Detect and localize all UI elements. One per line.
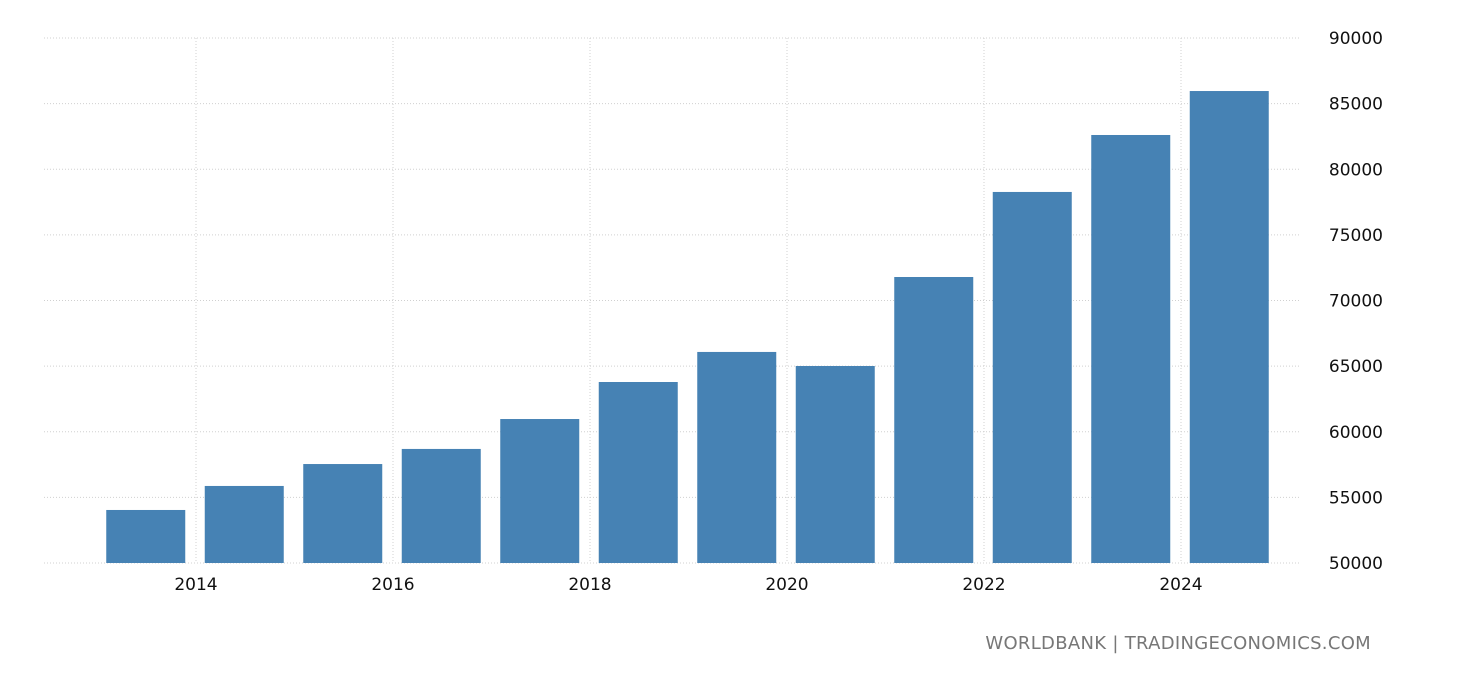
x-tick-label: 2018	[568, 575, 611, 595]
bar-2017	[500, 419, 580, 563]
y-tick-label: 80000	[1329, 160, 1383, 180]
y-tick-label: 65000	[1329, 357, 1383, 377]
bar-2016	[401, 448, 481, 563]
y-tick-label: 55000	[1329, 488, 1383, 508]
bar-2022	[992, 191, 1072, 564]
y-tick-label: 70000	[1329, 292, 1383, 312]
bar-2021	[894, 277, 974, 563]
bar-2020	[795, 365, 875, 563]
y-tick-label: 60000	[1329, 423, 1383, 443]
x-tick-label: 2020	[765, 575, 808, 595]
bar-2015	[303, 464, 383, 563]
bar-2023	[1091, 134, 1171, 563]
x-tick-label: 2022	[962, 575, 1005, 595]
bar-2013	[106, 509, 186, 563]
bar-2019	[697, 351, 777, 563]
y-tick-label: 85000	[1329, 95, 1383, 115]
y-tick-label: 75000	[1329, 226, 1383, 246]
bar-2014	[204, 485, 284, 563]
bar-2024	[1189, 91, 1269, 564]
y-tick-label: 50000	[1329, 554, 1383, 574]
bar-2018	[598, 382, 678, 563]
x-tick-label: 2014	[174, 575, 217, 595]
y-tick-label: 90000	[1329, 29, 1383, 49]
x-tick-label: 2016	[371, 575, 414, 595]
x-tick-label: 2024	[1159, 575, 1202, 595]
source-label: WORLDBANK | TRADINGECONOMICS.COM	[985, 633, 1371, 654]
